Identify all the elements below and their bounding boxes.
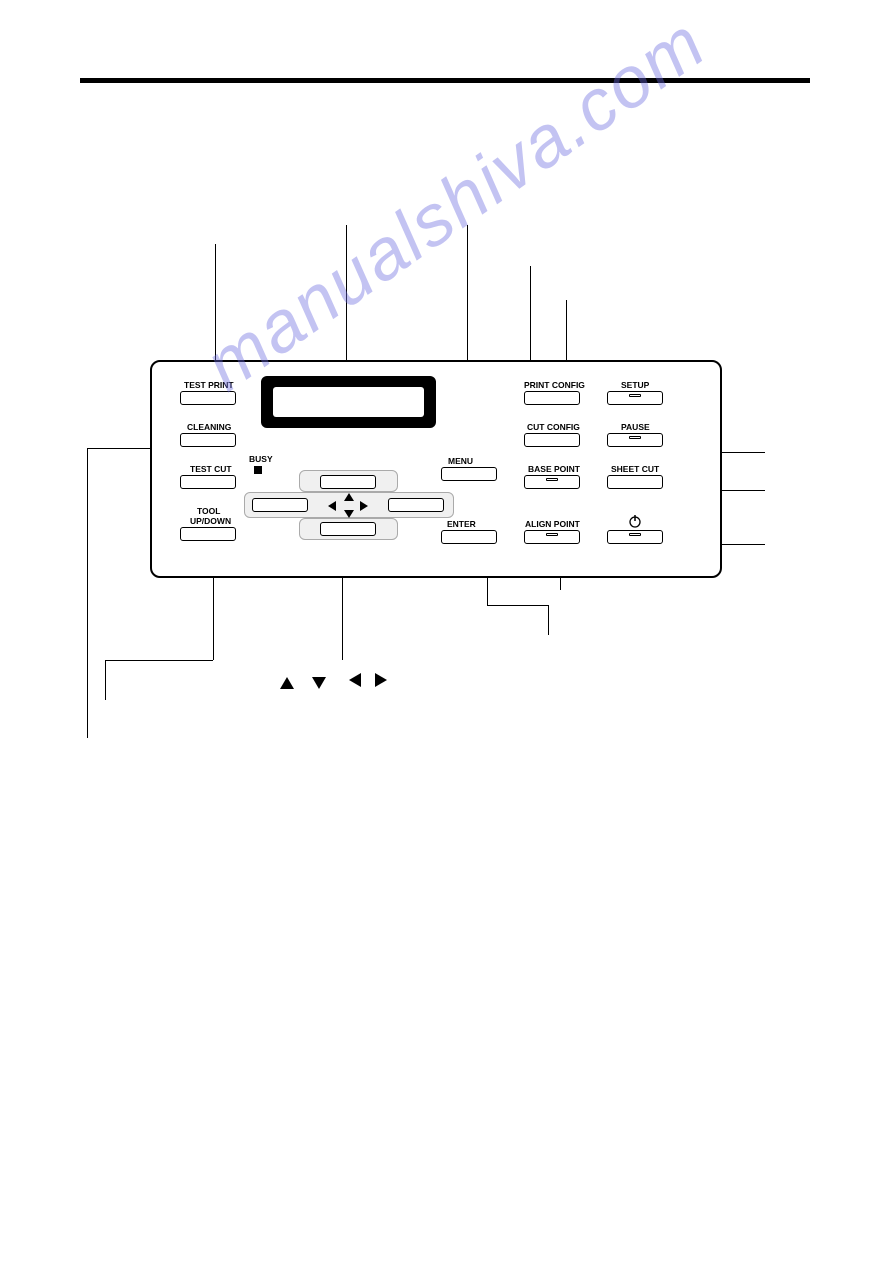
test-cut-label: TEST CUT [190,464,232,474]
busy-label: BUSY [249,454,273,464]
right-arrow-icon [360,501,368,511]
power-button[interactable] [607,530,663,544]
leader-line [105,660,106,700]
leader-line [715,544,765,545]
cut-config-label: CUT CONFIG [527,422,580,432]
cleaning-label: CLEANING [187,422,231,432]
align-point-led [546,533,558,536]
test-print-label: TEST PRINT [184,380,234,390]
base-point-label: BASE POINT [528,464,580,474]
leader-line [487,605,549,606]
menu-label: MENU [448,456,473,466]
tool-label-1: TOOL [197,506,220,516]
leader-line [105,660,213,661]
base-point-button[interactable] [524,475,580,489]
base-point-led [546,478,558,481]
setup-led [629,394,641,397]
sheet-cut-button[interactable] [607,475,663,489]
cut-config-button[interactable] [524,433,580,447]
enter-label: ENTER [447,519,476,529]
leader-line [548,605,549,635]
down-arrow-icon [344,510,354,518]
up-tri-icon [280,677,294,689]
print-config-button[interactable] [524,391,580,405]
leader-line [346,225,347,375]
leader-line [715,452,765,453]
sheet-cut-label: SHEET CUT [611,464,659,474]
test-cut-button[interactable] [180,475,236,489]
down-arrow-button[interactable] [320,522,376,536]
power-led [629,533,641,536]
setup-button[interactable] [607,391,663,405]
top-rule [80,78,810,83]
down-tri-icon [312,677,326,689]
lcd-display [261,376,436,428]
enter-button[interactable] [441,530,497,544]
leader-line [715,490,765,491]
right-arrow-button[interactable] [388,498,444,512]
power-icon [628,514,642,528]
left-tri-icon [349,673,361,687]
menu-button[interactable] [441,467,497,481]
tool-label-2: UP/DOWN [190,516,231,526]
up-arrow-icon [344,493,354,501]
up-arrow-button[interactable] [320,475,376,489]
pause-button[interactable] [607,433,663,447]
test-print-button[interactable] [180,391,236,405]
lcd-screen [273,387,424,417]
setup-label: SETUP [621,380,649,390]
right-tri-icon [375,673,387,687]
pause-led [629,436,641,439]
busy-indicator [254,466,262,474]
pause-label: PAUSE [621,422,650,432]
watermark: manualshiva.com [190,1,721,407]
control-panel: TEST PRINT CLEANING TEST CUT TOOL UP/DOW… [150,360,722,578]
align-point-button[interactable] [524,530,580,544]
left-arrow-icon [328,501,336,511]
align-point-label: ALIGN POINT [525,519,580,529]
tool-updown-button[interactable] [180,527,236,541]
arrow-row [280,673,387,694]
left-arrow-button[interactable] [252,498,308,512]
print-config-label: PRINT CONFIG [524,380,585,390]
leader-line [87,448,88,738]
cleaning-button[interactable] [180,433,236,447]
